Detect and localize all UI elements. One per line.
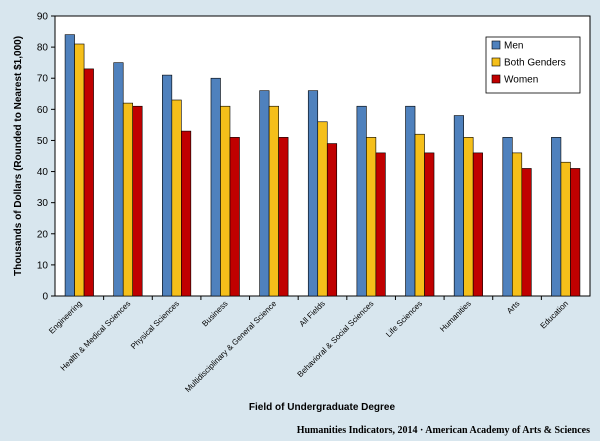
bar-both-genders [122,102,134,297]
y-axis-title: Thousands of Dollars (Rounded to Nearest… [13,36,24,276]
bar-women [570,168,581,297]
bar-both-genders [414,133,425,297]
bar-both-genders [511,152,523,297]
bar-both-genders [560,161,571,297]
bar-men [307,90,319,297]
legend-box [485,36,581,94]
bar-both-genders [171,99,182,297]
y-tick-label: 20 [37,229,49,240]
bar-both-genders [463,137,474,297]
x-tick-label: Education [539,299,571,331]
source-credit: Humanities Indicators, 2014 · American A… [296,425,590,436]
bar-men [356,105,367,297]
x-tick-label: Humanities [438,299,473,334]
bar-men [64,34,75,297]
bar-men [453,115,464,297]
bar-women [83,68,94,297]
legend-label: Men [504,41,523,52]
bar-both-genders [74,43,85,297]
y-tick-label: 50 [37,136,49,147]
bar-women [326,143,338,297]
x-tick-label: Life Sciences [384,299,424,339]
bar-men [551,137,562,297]
bar-women [181,130,192,297]
bar-both-genders [268,105,279,297]
x-tick-label: Arts [505,299,521,315]
bar-men [259,90,270,297]
y-tick-label: 60 [37,105,49,116]
y-tick-label: 90 [37,12,49,23]
bar-women [278,137,289,297]
x-tick-label: Engineering [47,299,84,336]
bar-women [132,105,143,297]
legend-swatch [491,40,501,50]
y-tick-label: 40 [37,167,49,178]
bar-men [210,77,221,297]
bar-women [229,137,240,297]
x-tick-label: All Fields [298,299,327,328]
legend-label: Both Genders [504,58,566,69]
bar-women [375,152,386,297]
y-tick-label: 80 [37,43,49,54]
legend-swatch [491,57,501,67]
bar-men [502,137,513,297]
x-tick-label: Multidisciplinary & General Science [183,299,278,394]
bar-both-genders [366,137,377,297]
legend: Men Both Genders Women [485,36,581,94]
legend-label: Women [504,75,538,86]
bar-both-genders [317,121,328,297]
x-tick-label: Physical Sciences [129,299,181,351]
legend-swatch [491,74,501,84]
bar-men [113,62,124,297]
bar-women [472,152,483,297]
bar-men [405,105,416,297]
y-tick-label: 0 [42,292,48,303]
bar-women [521,168,532,297]
bar-women [424,152,435,297]
y-tick-label: 10 [37,260,49,271]
x-tick-label: Business [200,299,229,328]
y-tick-label: 70 [37,74,49,85]
bar-men [162,74,173,297]
x-axis-title: Field of Undergraduate Degree [249,402,396,413]
bar-both-genders [220,105,231,297]
y-tick-label: 30 [37,198,49,209]
